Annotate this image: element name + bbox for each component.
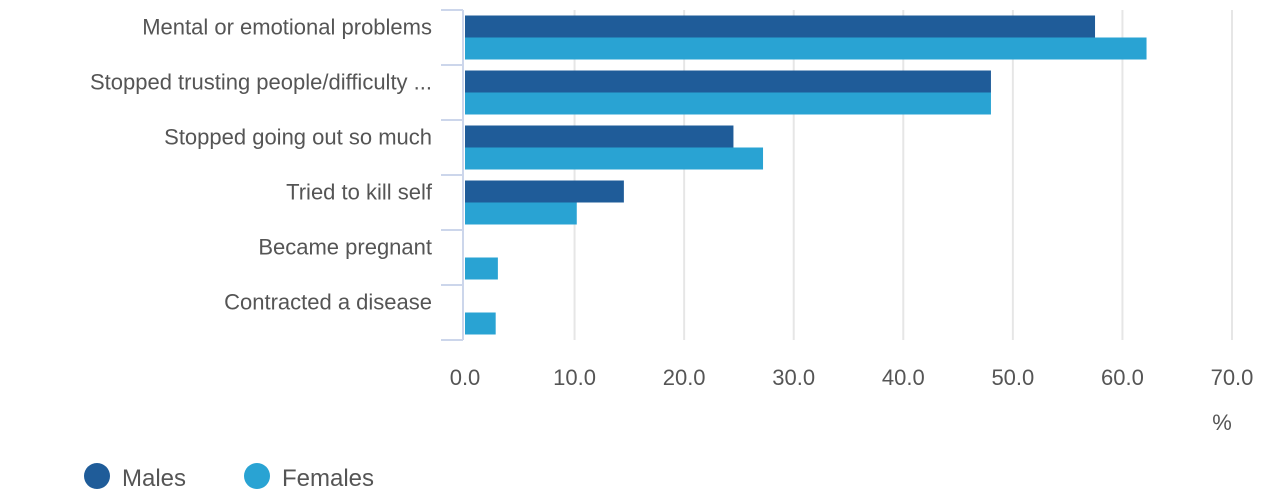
bar-males[interactable] bbox=[465, 70, 991, 93]
legend-label-males[interactable]: Males bbox=[122, 465, 186, 492]
axis-layer bbox=[441, 9, 464, 341]
category-label: Tried to kill self bbox=[286, 180, 433, 205]
bar-layer bbox=[465, 15, 1147, 335]
x-tick-label: 40.0 bbox=[882, 365, 925, 390]
legend-marker-females[interactable] bbox=[244, 463, 270, 489]
category-label: Stopped trusting people/difficulty ... bbox=[90, 70, 432, 95]
x-axis-unit: % bbox=[1212, 410, 1232, 435]
bar-females[interactable] bbox=[465, 257, 498, 280]
x-tick-label: 70.0 bbox=[1211, 365, 1254, 390]
x-tick-label: 30.0 bbox=[772, 365, 815, 390]
bar-females[interactable] bbox=[465, 92, 991, 115]
category-label: Mental or emotional problems bbox=[142, 15, 432, 40]
category-label: Stopped going out so much bbox=[164, 125, 432, 150]
bar-males[interactable] bbox=[465, 15, 1096, 38]
bar-females[interactable] bbox=[465, 202, 577, 225]
legend: Males Females bbox=[84, 463, 374, 492]
category-label: Contracted a disease bbox=[224, 290, 432, 315]
legend-marker-males[interactable] bbox=[84, 463, 110, 489]
bar-females[interactable] bbox=[465, 312, 496, 335]
bar-males[interactable] bbox=[465, 125, 734, 148]
x-tick-label: 20.0 bbox=[663, 365, 706, 390]
x-tick-label: 0.0 bbox=[450, 365, 481, 390]
bar-females[interactable] bbox=[465, 147, 764, 170]
x-tick-label: 60.0 bbox=[1101, 365, 1144, 390]
x-tick-label: 50.0 bbox=[991, 365, 1034, 390]
bar-females[interactable] bbox=[465, 37, 1147, 60]
x-tick-label: 10.0 bbox=[553, 365, 596, 390]
bar-males[interactable] bbox=[465, 180, 624, 203]
label-layer: 0.0 10.0 20.0 30.0 40.0 50.0 60.0 70.0 Mental or… bbox=[90, 15, 1253, 391]
legend-label-females[interactable]: Females bbox=[282, 465, 374, 492]
grid-layer bbox=[573, 10, 1233, 340]
category-label: Became pregnant bbox=[258, 235, 432, 260]
